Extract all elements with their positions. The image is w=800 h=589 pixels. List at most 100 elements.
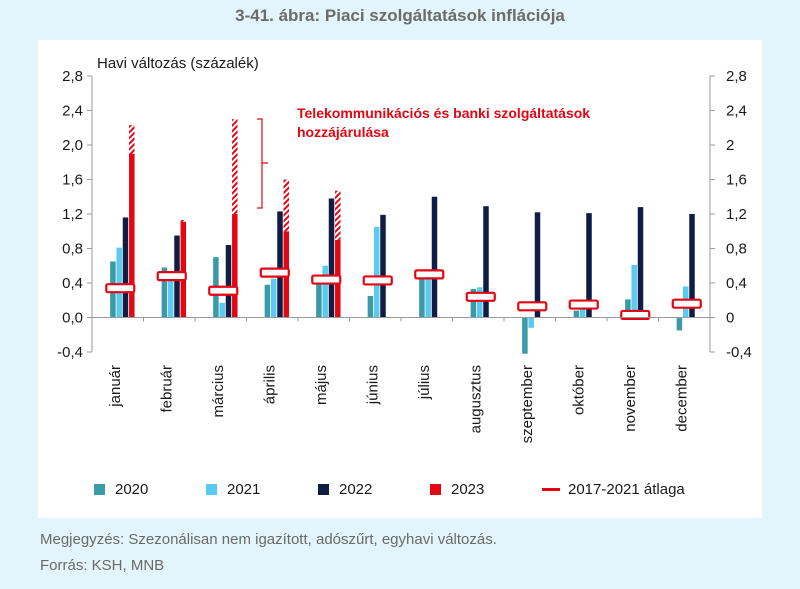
x-category-label: december: [673, 365, 690, 432]
legend-label-2020: 2020: [115, 481, 149, 498]
bar-contribution-5: [335, 190, 341, 240]
bar-2022-11: [637, 207, 644, 318]
bar-2021-4: [270, 278, 277, 318]
bar-2021-9: [528, 317, 534, 328]
y-tick-label-left: 2,0: [62, 137, 83, 154]
x-category-label: április: [261, 365, 278, 404]
x-category-label: május: [313, 365, 330, 405]
average-marker-5: [311, 274, 342, 285]
average-marker-9: [517, 301, 548, 312]
x-category-label: február: [158, 365, 175, 413]
bar-2022-7: [431, 196, 438, 318]
bar-2020-11: [625, 299, 631, 318]
bar-2021-11: [631, 264, 637, 318]
bar-2023-2: [180, 221, 187, 318]
x-category-label: július: [416, 365, 433, 400]
bar-contribution-2: [180, 220, 187, 222]
y-tick-label-right: 1,6: [726, 172, 747, 189]
chart-note: Megjegyzés: Szezonálisan nem igazított, …: [40, 531, 497, 548]
bar-2021-7: [425, 272, 431, 318]
y-tick-label-right: 1,2: [726, 206, 747, 223]
legend-swatch-2021: [206, 484, 217, 495]
x-category-label: január: [107, 365, 124, 408]
bar-2022-12: [689, 214, 695, 318]
average-marker-1: [105, 283, 136, 294]
bar-2021-2: [167, 274, 174, 318]
bar-contribution-3: [232, 119, 238, 214]
legend-swatch-2020: [94, 484, 105, 495]
y-axis-label: Havi változás (százalék): [97, 55, 259, 72]
legend-swatch-2023: [430, 484, 441, 495]
bar-2021-3: [219, 302, 225, 318]
y-tick-label-left: 1,6: [62, 172, 83, 189]
bar-2020-4: [264, 284, 271, 318]
legend-item-2021: 2021: [206, 481, 260, 498]
average-marker-4: [259, 267, 290, 278]
x-category-label: október: [570, 365, 587, 415]
average-marker-12: [671, 298, 702, 309]
legend-swatch-2022: [318, 484, 329, 495]
y-tick-label-left: -0,4: [57, 344, 83, 361]
y-tick-label-right: -0,4: [726, 344, 752, 361]
bar-2021-10: [579, 308, 586, 318]
y-tick-label-right: 0: [726, 310, 734, 327]
bar-contribution-4: [283, 179, 290, 232]
average-marker-11: [620, 309, 651, 321]
average-marker-8: [465, 291, 496, 302]
legend-item-average: 2017-2021 átlaga: [542, 481, 685, 498]
bar-2023-3: [232, 214, 238, 318]
annotation-line-1: Telekommunikációs és banki szolgáltatáso…: [297, 105, 590, 121]
bar-2020-6: [367, 295, 374, 318]
y-tick-label-left: 2,4: [62, 103, 83, 120]
annotation-line-2: hozzájárulása: [297, 124, 389, 140]
bar-2020-10: [573, 310, 580, 318]
y-tick-label-right: 0,8: [726, 241, 747, 258]
bar-2021-6: [373, 226, 380, 318]
y-tick-label-right: 2,8: [726, 68, 747, 85]
chart-title: 3-41. ábra: Piaci szolgáltatások infláci…: [235, 6, 565, 25]
average-marker-6: [362, 275, 393, 286]
y-tick-label-left: 2,8: [62, 68, 83, 85]
bar-2022-5: [328, 198, 335, 318]
legend-item-2023: 2023: [430, 481, 484, 498]
chart-legend: 2020 2021 2022 2023 2017-2021 átlaga: [94, 481, 744, 501]
x-category-label: augusztus: [467, 365, 484, 433]
bar-2022-9: [534, 212, 541, 318]
bar-2020-9: [522, 317, 528, 354]
legend-label-2023: 2023: [451, 481, 485, 498]
bar-contribution-1: [129, 125, 135, 154]
average-marker-2: [156, 271, 187, 282]
average-marker-3: [208, 285, 239, 296]
bar-2022-6: [380, 214, 386, 318]
y-tick-label-right: 0,4: [726, 275, 747, 292]
x-category-label: szeptember: [519, 365, 536, 443]
bar-2020-12: [676, 317, 683, 331]
average-marker-10: [568, 299, 599, 310]
bar-2022-10: [586, 213, 592, 318]
y-tick-label-left: 0,4: [62, 275, 83, 292]
y-tick-label-left: 0,0: [62, 310, 83, 327]
bar-2020-7: [419, 271, 425, 318]
bar-2021-8: [476, 287, 483, 318]
legend-label-2021: 2021: [227, 481, 261, 498]
average-marker-7: [414, 269, 445, 280]
x-category-label: március: [210, 365, 227, 418]
bar-2022-4: [277, 211, 283, 318]
bar-2020-8: [470, 289, 477, 318]
y-tick-label-right: 2,4: [726, 103, 747, 120]
legend-line-average: [542, 488, 560, 491]
bar-2021-5: [322, 265, 328, 318]
bar-2020-5: [316, 280, 322, 318]
legend-label-2022: 2022: [339, 481, 373, 498]
y-tick-label-left: 0,8: [62, 241, 83, 258]
bar-2023-1: [129, 153, 135, 318]
bar-2021-1: [116, 247, 122, 318]
x-category-label: június: [364, 365, 381, 405]
bar-2020-2: [161, 267, 168, 318]
chart-source: Forrás: KSH, MNB: [40, 557, 165, 574]
x-category-label: november: [622, 365, 639, 432]
legend-item-2020: 2020: [94, 481, 148, 498]
legend-item-2022: 2022: [318, 481, 372, 498]
bar-2022-8: [483, 206, 489, 318]
